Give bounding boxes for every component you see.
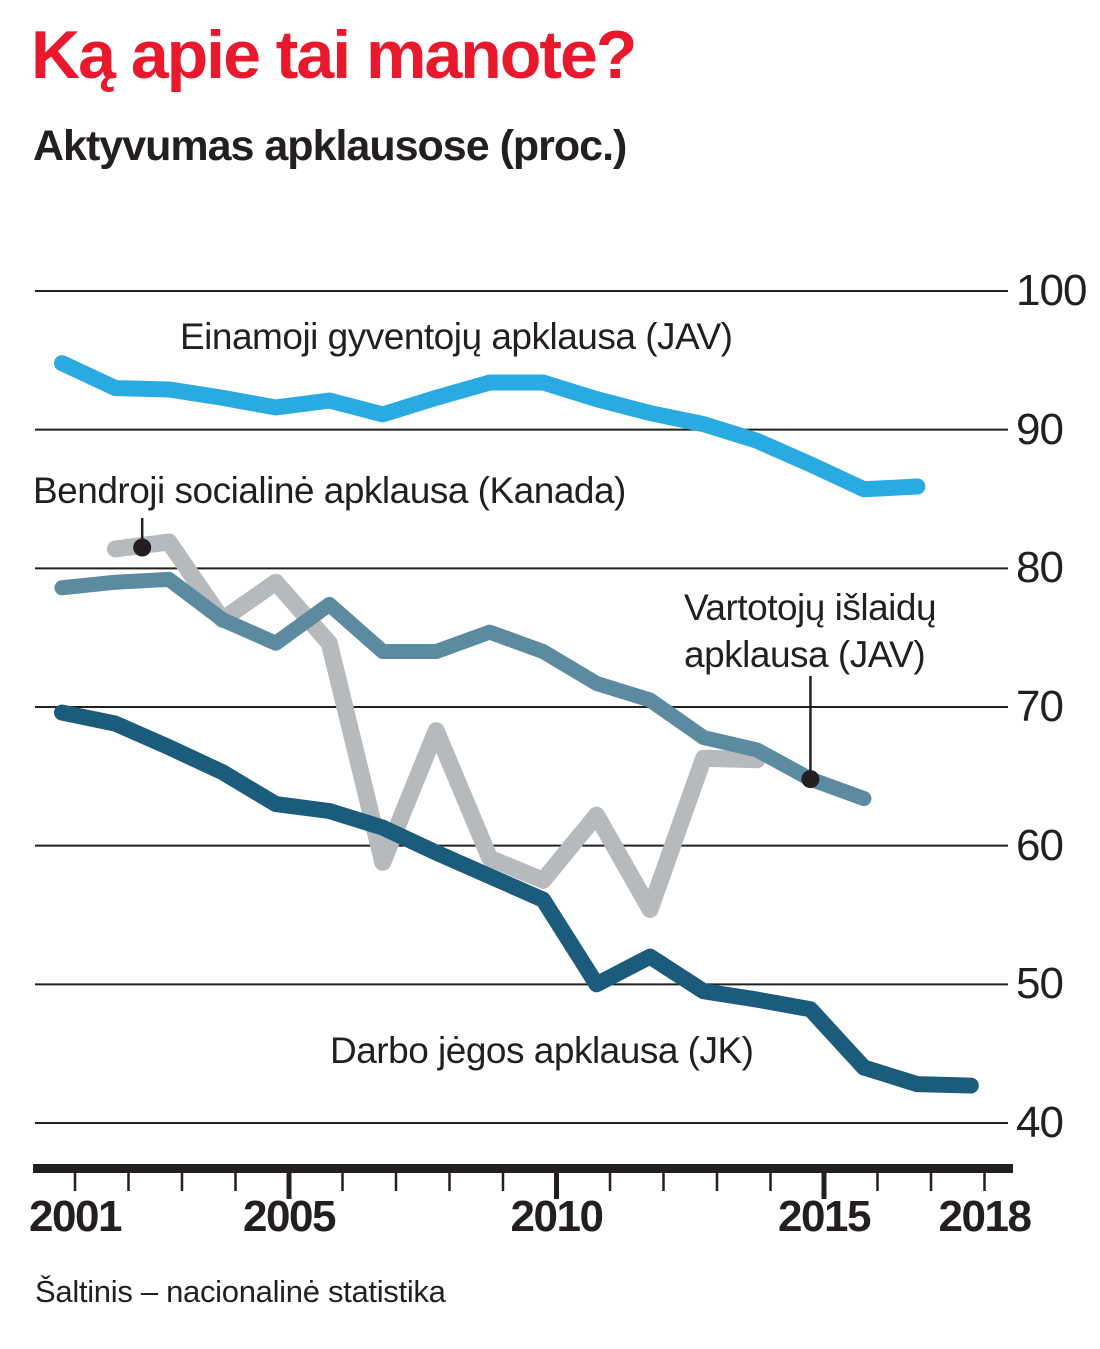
series-line-3 bbox=[54, 355, 926, 498]
y-axis-label-90: 90 bbox=[1016, 404, 1064, 454]
series-label-general-social-survey: Bendroji socialinė apklausa (Kanada) bbox=[33, 470, 626, 511]
series-label-consumer-expenditure-survey: Vartotojų išlaidų apklausa (JAV) bbox=[684, 584, 937, 678]
y-axis-label-80: 80 bbox=[1016, 543, 1064, 593]
series-label-consumer-line2: apklausa (JAV) bbox=[684, 634, 926, 675]
x-axis-line bbox=[33, 1164, 1013, 1173]
y-axis-label-70: 70 bbox=[1016, 682, 1064, 731]
series-label-consumer-line1: Vartotojų išlaidų bbox=[684, 587, 937, 628]
x-axis-label-2015: 2015 bbox=[778, 1192, 871, 1241]
leader-dot-1 bbox=[801, 770, 820, 789]
page-title: Ką apie tai manote? bbox=[31, 17, 637, 93]
x-axis-label-2005: 2005 bbox=[243, 1192, 336, 1241]
series-line-2 bbox=[54, 704, 979, 1094]
y-axis-label-60: 60 bbox=[1016, 820, 1064, 870]
x-axis-label-2018: 2018 bbox=[938, 1192, 1032, 1241]
y-axis-label-100: 100 bbox=[1016, 266, 1087, 315]
series-line-1 bbox=[54, 571, 872, 807]
y-axis-label-40: 40 bbox=[1016, 1098, 1064, 1147]
chart-subtitle: Aktyvumas apklausose (proc.) bbox=[33, 122, 627, 170]
source-note: Šaltinis – nacionalinė statistika bbox=[35, 1274, 446, 1309]
y-axis-label-50: 50 bbox=[1016, 959, 1064, 1009]
series-label-current-population-survey: Einamoji gyventojų apklausa (JAV) bbox=[180, 316, 733, 357]
leader-dot-0 bbox=[133, 538, 152, 557]
x-axis-label-2001: 2001 bbox=[29, 1192, 122, 1241]
series-label-labour-force-survey: Darbo jėgos apklausa (JK) bbox=[330, 1030, 754, 1071]
x-axis-label-2010: 2010 bbox=[510, 1192, 604, 1241]
